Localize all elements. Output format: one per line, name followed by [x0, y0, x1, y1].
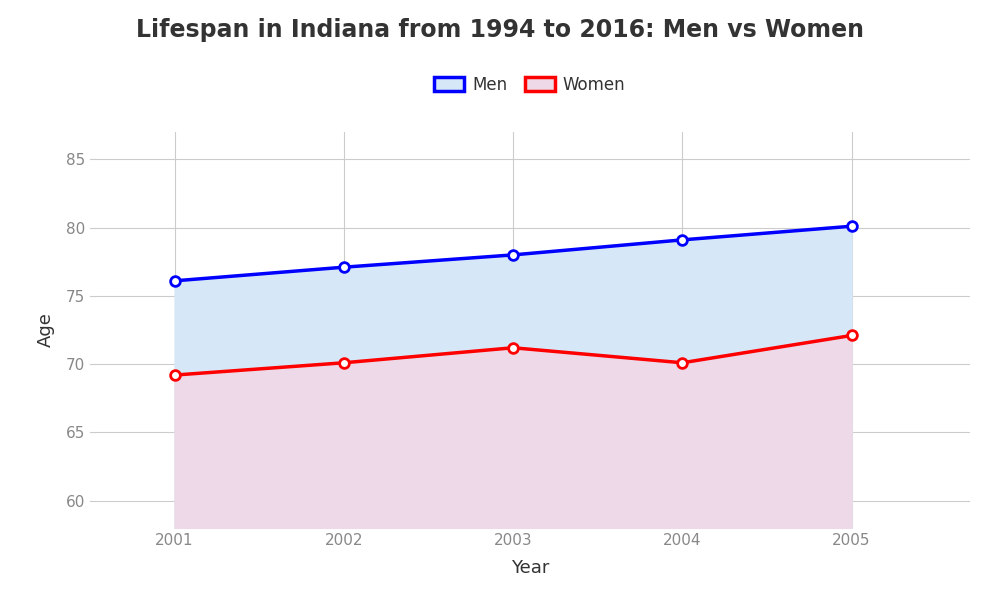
Y-axis label: Age: Age [37, 313, 55, 347]
X-axis label: Year: Year [511, 559, 549, 577]
Text: Lifespan in Indiana from 1994 to 2016: Men vs Women: Lifespan in Indiana from 1994 to 2016: M… [136, 18, 864, 42]
Legend: Men, Women: Men, Women [428, 69, 632, 100]
